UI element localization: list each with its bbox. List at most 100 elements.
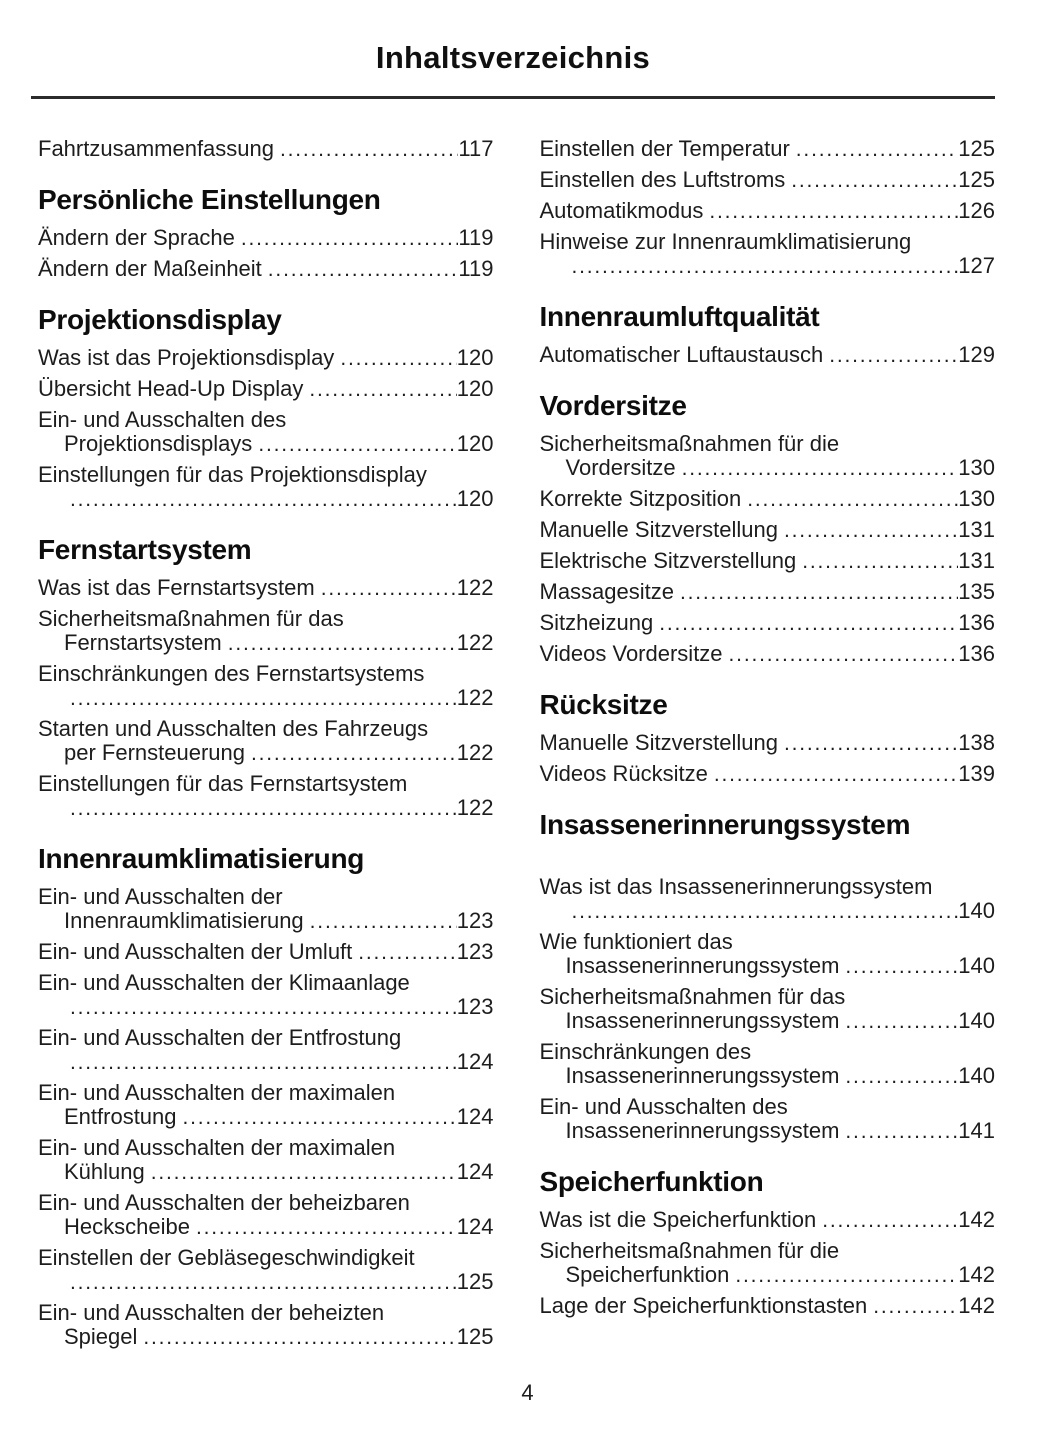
toc-entry: Sicherheitsmaßnahmen für das Fernstartsys… (38, 607, 494, 656)
dot-leader (572, 254, 959, 279)
toc-entry-text: Sitzheizung (539, 610, 654, 635)
toc-entry-line: Was ist die Speicherfunktion 142 (540, 1208, 996, 1233)
dot-leader (70, 1050, 457, 1075)
toc-entry-group: Fahrtzusammenfassung 117 (38, 137, 494, 162)
page-ref: 122 (456, 740, 494, 765)
page-ref: 136 (958, 610, 995, 635)
page-ref: 142 (958, 1207, 995, 1232)
toc-entry: Ändern der Maßeinheit 119 (38, 257, 494, 282)
toc-entry-continuation-text: Vordersitze (565, 455, 676, 480)
toc-entry-text: Ein- und Ausschalten der beheizbaren (38, 1190, 410, 1215)
toc-entry-continuation-line: Insassenerinnerungssystem 140 (540, 954, 996, 979)
toc-entry-line: Ein- und Ausschalten der maximalen (38, 1081, 494, 1105)
toc-entry: Ein- und Ausschalten der maximalen Entfro… (38, 1081, 494, 1130)
dot-leader (680, 580, 958, 605)
toc-entry-line: Was ist das Projektionsdisplay 120 (38, 346, 494, 371)
dot-leader (151, 1160, 457, 1185)
toc-entry-text: Starten und Ausschalten des Fahrzeugs (38, 716, 429, 741)
toc-entry-line: Ein- und Ausschalten des (540, 1095, 996, 1119)
toc-entry: Wie funktioniert das Insassenerinnerungss… (540, 930, 996, 979)
dot-leader (709, 199, 958, 224)
toc-entry: Einstellungen für das Fernstartsystem 122 (38, 772, 494, 821)
section-heading: Insassenerinnerungssystem (539, 809, 911, 840)
toc-entry-line: Einstellungen für das Fernstartsystem (38, 772, 494, 796)
toc-entry-text: Ein- und Ausschalten der beheizten (38, 1300, 385, 1325)
page-ref: 140 (958, 953, 995, 978)
page-ref: 141 (958, 1118, 995, 1143)
toc-entry-text: Manuelle Sitzverstellung (539, 517, 778, 542)
toc-entry-continuation-text: Fernstartsystem (64, 630, 222, 655)
section-heading: Fernstartsystem (38, 534, 252, 565)
toc-entry: Übersicht Head-Up Display 120 (38, 377, 494, 402)
toc-entry-text: Sicherheitsmaßnahmen für die (539, 431, 840, 456)
toc-entry-line: Ein- und Ausschalten der beheizten (38, 1301, 494, 1325)
toc-entry-text: Fahrtzusammenfassung (38, 136, 274, 161)
toc-entry-line: Ein- und Ausschalten der beheizbaren (38, 1191, 494, 1215)
toc-entry-text: Ein- und Ausschalten der maximalen (38, 1135, 396, 1160)
page-ref: 131 (958, 517, 995, 542)
page-ref: 125 (456, 1324, 494, 1349)
page-ref: 131 (958, 548, 995, 573)
dot-leader (802, 549, 958, 574)
page-ref: 122 (456, 575, 494, 600)
toc-entry-continuation-line: Projektionsdisplays 120 (38, 432, 494, 457)
toc-section: Speicherfunktion Was ist die Speicherfunk… (540, 1166, 996, 1319)
toc-entry-line: Ein- und Ausschalten der Umluft 123 (38, 940, 494, 965)
dot-leader (729, 642, 959, 667)
page-ref: 119 (458, 256, 494, 281)
toc-entry-text: Ein- und Ausschalten der Umluft (38, 939, 353, 964)
toc-entry-line: Sicherheitsmaßnahmen für das (540, 985, 996, 1009)
toc-entry: Was ist das Insassenerinnerungssystem 140 (540, 875, 996, 924)
toc-entry-line: Ein- und Ausschalten der maximalen (38, 1136, 494, 1160)
toc-entry-continuation-text: per Fernsteuerung (64, 740, 245, 765)
page-ref: 117 (458, 136, 494, 161)
dot-leader (791, 168, 958, 193)
page-ref: 130 (958, 486, 995, 511)
dot-leader (196, 1215, 457, 1240)
toc-entry-line: Videos Rücksitze 139 (540, 762, 996, 787)
toc-entry-text: Einschränkungen des (539, 1039, 752, 1064)
toc-entry: Ein- und Ausschalten der Umluft 123 (38, 940, 494, 965)
page-ref: 123 (456, 994, 494, 1019)
toc-entry-continuation-line: Heckscheibe 124 (38, 1215, 494, 1240)
toc-entry: Ein- und Ausschalten der Innenraumklimati… (38, 885, 494, 934)
toc-entry-line: Automatischer Luftaustausch 129 (540, 343, 996, 368)
toc-entry: Ein- und Ausschalten der Klimaanlage 123 (38, 971, 494, 1020)
toc-entry-line: Automatikmodus 126 (540, 199, 996, 224)
toc-entry-continuation-line: Spiegel 125 (38, 1325, 494, 1350)
page-ref: 120 (456, 486, 494, 511)
page-ref: 120 (456, 376, 494, 401)
toc-entry-continuation-line: 120 (38, 487, 494, 512)
toc-entry-text: Sicherheitsmaßnahmen für das (38, 606, 344, 631)
toc-entry-text: Ein- und Ausschalten der Entfrostung (38, 1025, 402, 1050)
dot-leader (310, 909, 457, 934)
page-ref: 125 (958, 136, 995, 161)
section-heading: Projektionsdisplay (38, 304, 282, 335)
toc-entry-continuation-text: Insassenerinnerungssystem (565, 1008, 840, 1033)
dot-leader (873, 1294, 958, 1319)
toc-section: Persönliche Einstellungen Ändern der Spra… (38, 184, 494, 282)
toc-entry: Lage der Speicherfunktionstasten 142 (540, 1294, 996, 1319)
toc-section: Fernstartsystem Was ist das Fernstartsyst… (38, 534, 494, 821)
toc-column: Fahrtzusammenfassung 117 Persönliche Einst… (38, 137, 494, 1356)
toc-section: Innenraumluftqualität Automatischer Lufta… (540, 301, 996, 368)
toc-entry: Ein- und Ausschalten der beheizbaren Heck… (38, 1191, 494, 1240)
title-rule (31, 96, 995, 99)
toc-entry-text: Was ist die Speicherfunktion (539, 1207, 817, 1232)
dot-leader (309, 377, 456, 402)
toc-entry-line: Ein- und Ausschalten der Entfrostung (38, 1026, 494, 1050)
toc-entry-text: Ändern der Maßeinheit (38, 256, 262, 281)
dot-leader (796, 137, 958, 162)
toc-entry-continuation-line: Insassenerinnerungssystem 141 (540, 1119, 996, 1144)
toc-entry: Korrekte Sitzposition 130 (540, 487, 996, 512)
page-ref: 136 (958, 641, 995, 666)
toc-entry-line: Lage der Speicherfunktionstasten 142 (540, 1294, 996, 1319)
toc-entry: Manuelle Sitzverstellung 138 (540, 731, 996, 756)
toc-entry: Ein- und Ausschalten des Projektionsdispl… (38, 408, 494, 457)
toc-entry-continuation-line: per Fernsteuerung 122 (38, 741, 494, 766)
dot-leader (845, 1064, 958, 1089)
page-ref: 120 (456, 345, 494, 370)
dot-leader (70, 487, 457, 512)
toc-entry-continuation-line: 122 (38, 796, 494, 821)
